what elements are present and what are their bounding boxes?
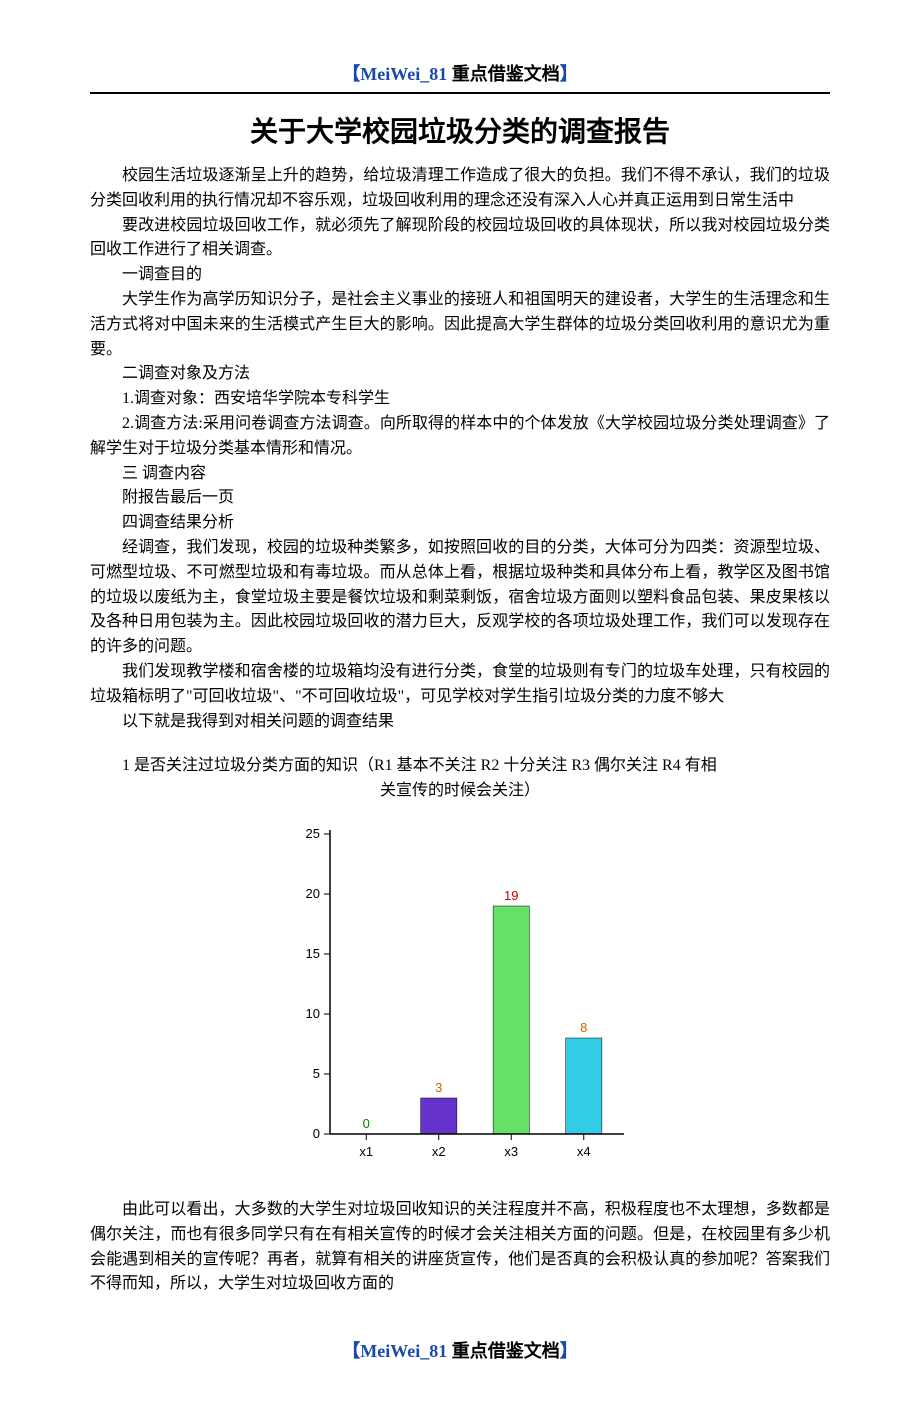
footer-suffix: 】: [560, 1341, 578, 1361]
svg-text:19: 19: [504, 888, 518, 903]
section-heading: 四调查结果分析: [90, 511, 830, 536]
svg-text:x1: x1: [359, 1144, 373, 1159]
chart-caption: 1 是否关注过垃圾分类方面的知识（R1 基本不关注 R2 十分关注 R3 偶尔关…: [90, 754, 830, 804]
svg-text:0: 0: [313, 1126, 320, 1141]
section-heading: 二调查对象及方法: [90, 362, 830, 387]
page-footer: 【MeiWei_81 重点借鉴文档】: [90, 1337, 830, 1363]
paragraph: 2.调查方法:采用问卷调查方法调查。向所取得的样本中的个体发放《大学校园垃圾分类…: [90, 412, 830, 462]
bar-chart-svg: 0 5 10 15 20 25 0 x1 3 x2 19 x3 8 x4: [280, 814, 640, 1174]
paragraph: 校园生活垃圾逐渐呈上升的趋势，给垃圾清理工作造成了很大的负担。我们不得不承认，我…: [90, 164, 830, 214]
svg-text:0: 0: [363, 1116, 370, 1131]
svg-text:x3: x3: [504, 1144, 518, 1159]
paragraph: 要改进校园垃圾回收工作，就必须先了解现阶段的校园垃圾回收的具体现状，所以我对校园…: [90, 214, 830, 264]
header-suffix: 】: [560, 64, 578, 84]
chart-caption-line1: 1 是否关注过垃圾分类方面的知识（R1 基本不关注 R2 十分关注 R3 偶尔关…: [90, 754, 830, 779]
paragraph: 大学生作为高学历知识分子，是社会主义事业的接班人和祖国明天的建设者，大学生的生活…: [90, 288, 830, 362]
svg-text:x4: x4: [577, 1144, 591, 1159]
header-divider: [90, 92, 830, 94]
footer-label: 重点借鉴文档: [452, 1341, 560, 1361]
document-page: 【MeiWei_81 重点借鉴文档】 关于大学校园垃圾分类的调查报告 校园生活垃…: [0, 0, 920, 1409]
paragraph: 以下就是我得到对相关问题的调查结果: [90, 710, 830, 735]
paragraph: 1.调查对象：西安培华学院本专科学生: [90, 387, 830, 412]
section-heading: 三 调查内容: [90, 462, 830, 487]
chart-caption-line2: 关宣传的时候会关注）: [90, 779, 830, 804]
header-prefix: 【MeiWei_81: [342, 64, 451, 84]
svg-text:3: 3: [435, 1080, 442, 1095]
paragraph: 经调查，我们发现，校园的垃圾种类繁多，如按照回收的目的分类，大体可分为四类：资源…: [90, 536, 830, 660]
header-label: 重点借鉴文档: [452, 64, 560, 84]
svg-text:20: 20: [306, 886, 320, 901]
svg-text:x2: x2: [432, 1144, 446, 1159]
svg-text:5: 5: [313, 1066, 320, 1081]
paragraph: 由此可以看出，大多数的大学生对垃圾回收知识的关注程度并不高，积极程度也不太理想，…: [90, 1198, 830, 1297]
page-header: 【MeiWei_81 重点借鉴文档】: [90, 60, 830, 86]
svg-text:10: 10: [306, 1006, 320, 1021]
bar-chart: 0 5 10 15 20 25 0 x1 3 x2 19 x3 8 x4: [90, 814, 830, 1174]
document-title: 关于大学校园垃圾分类的调查报告: [90, 110, 830, 150]
svg-text:8: 8: [580, 1020, 587, 1035]
svg-text:25: 25: [306, 826, 320, 841]
paragraph: 我们发现教学楼和宿舍楼的垃圾箱均没有进行分类，食堂的垃圾则有专门的垃圾车处理，只…: [90, 660, 830, 710]
footer-prefix: 【MeiWei_81: [342, 1341, 451, 1361]
svg-text:15: 15: [306, 946, 320, 961]
paragraph: 附报告最后一页: [90, 486, 830, 511]
section-heading: 一调查目的: [90, 263, 830, 288]
